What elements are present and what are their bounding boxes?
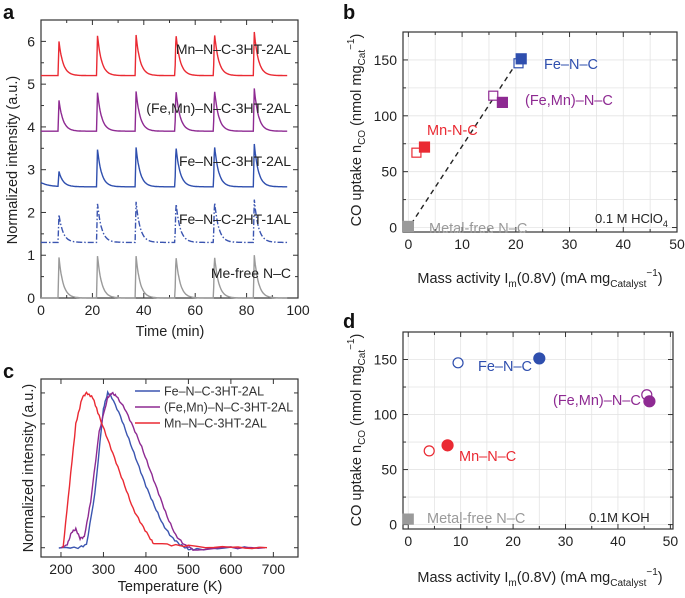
point-label: Fe–N–C — [478, 359, 532, 375]
condition-annotation: 0.1M KOH — [589, 510, 650, 525]
open-marker — [452, 357, 464, 369]
x-tick-label: 0 — [404, 236, 412, 252]
open-marker — [423, 445, 435, 457]
x-tick-label: 0 — [37, 302, 45, 318]
panel-a-ylabel: Normalized intensity (a.u.) — [5, 76, 21, 244]
x-tick-label: 600 — [219, 561, 243, 577]
panel-a-xlabel: Time (min) — [136, 324, 205, 340]
panel-letter-d: d — [343, 311, 355, 333]
legend-label: (Fe,Mn)–N–C-3HT-2AL — [164, 401, 293, 415]
point-label: Metal-free N–C — [429, 221, 527, 237]
x-tick-label: 80 — [239, 302, 255, 318]
x-tick-label: 30 — [562, 236, 578, 252]
series-label: Fe–N–C-2HT-1AL — [179, 211, 291, 227]
series-line — [40, 143, 288, 188]
series-line — [41, 31, 288, 77]
plot-frame — [40, 378, 299, 558]
legend-label: Mn–N–C-3HT-2AL — [164, 417, 267, 431]
panel-c-ylabel: Normalized intensity (a.u.) — [21, 384, 37, 552]
open-marker — [488, 90, 499, 101]
y-tick-label: 0 — [389, 517, 397, 533]
x-tick-label: 0 — [404, 533, 412, 549]
panel-c-xlabel: Temperature (K) — [118, 579, 223, 595]
x-tick-label: 500 — [177, 561, 201, 577]
filled-marker — [441, 439, 454, 452]
x-tick-label: 40 — [615, 236, 631, 252]
legend-label: Fe–N–C-3HT-2AL — [164, 385, 264, 399]
y-tick-label: 4 — [27, 119, 35, 135]
x-tick-label: 10 — [454, 236, 470, 252]
filled-marker — [402, 513, 414, 525]
x-tick-label: 100 — [286, 302, 310, 318]
x-tick-label: 200 — [49, 561, 73, 577]
x-tick-label: 20 — [508, 236, 524, 252]
y-tick-label: 150 — [374, 52, 398, 68]
y-tick-label: 5 — [27, 76, 35, 92]
series-line — [62, 391, 268, 550]
point-label: Fe–N–C — [544, 57, 598, 73]
point-label: (Fe,Mn)–N–C — [525, 93, 613, 109]
y-tick-label: 2 — [27, 204, 35, 220]
filled-marker — [418, 141, 431, 153]
series-line — [58, 389, 265, 551]
x-tick-label: 50 — [663, 533, 679, 549]
point-label: Mn-N-C — [427, 123, 478, 139]
plot-frame — [402, 31, 678, 233]
panel-b-ylabel: CO uptake nCO (nmol mgCat−1) — [346, 34, 368, 227]
panel-b-xlabel: Mass activity Im(0.8V) (mA mgCatalyst−1) — [417, 268, 662, 290]
x-tick-label: 20 — [505, 533, 521, 549]
filled-marker — [643, 395, 656, 408]
filled-marker — [515, 53, 527, 65]
condition-annotation: 0.1 M HClO4 — [595, 211, 668, 229]
series-line — [41, 199, 288, 244]
panel-letter-a: a — [3, 2, 15, 24]
series-line — [41, 88, 288, 132]
x-tick-label: 20 — [85, 302, 101, 318]
panel-c-chart: 200 300 400 500 600 700 Fe–N–C-3HT-2AL (Fe,Mn)–… — [40, 378, 299, 577]
panel-d-ylabel: CO uptake nCO (nmol mgCat−1) — [346, 334, 368, 527]
y-tick-label: 100 — [374, 407, 398, 423]
point-label: Mn–N–C — [459, 449, 516, 465]
y-tick-label: 0 — [27, 290, 35, 306]
y-tick-label: 100 — [374, 108, 398, 124]
fit-line — [410, 59, 520, 225]
y-tick-label: 0 — [389, 220, 397, 236]
panel-letter-b: b — [343, 2, 355, 24]
series-line — [60, 391, 265, 551]
y-tick-label: 50 — [381, 462, 397, 478]
x-tick-label: 10 — [453, 533, 469, 549]
panel-a-chart: 0 20 40 60 80 100 0 1 2 3 4 5 6 Me-free N–C Fe–N–C-2HT… — [27, 19, 310, 318]
series-label: Me-free N–C — [211, 265, 291, 281]
x-tick-label: 300 — [92, 561, 116, 577]
x-tick-label: 30 — [558, 533, 574, 549]
series-line — [41, 255, 288, 299]
point-label: Metal-free N–C — [427, 511, 525, 527]
x-tick-label: 40 — [136, 302, 152, 318]
y-tick-label: 150 — [374, 352, 398, 368]
y-tick-label: 3 — [27, 162, 35, 178]
x-tick-label: 700 — [262, 561, 286, 577]
filled-marker — [402, 220, 414, 233]
x-tick-label: 40 — [610, 533, 626, 549]
filled-marker — [533, 352, 546, 365]
point-label: (Fe,Mn)–N–C — [553, 393, 641, 409]
plot-frame — [402, 331, 674, 530]
y-tick-label: 1 — [27, 247, 35, 263]
series-label: Mn–N–C-3HT-2AL — [176, 41, 291, 57]
series-label: (Fe,Mn)–N–C-3HT-2AL — [146, 100, 291, 116]
y-tick-label: 50 — [381, 164, 397, 180]
filled-marker — [496, 96, 508, 108]
panel-letter-c: c — [3, 361, 14, 383]
x-tick-label: 400 — [134, 561, 158, 577]
series-label: Fe–N–C-3HT-2AL — [179, 153, 291, 169]
x-tick-label: 50 — [669, 236, 685, 252]
panel-b-chart: 0 10 20 30 40 50 0 50 100 150 Fe–N–C (Fe,Mn)–N–C Mn-… — [374, 31, 685, 252]
x-tick-label: 60 — [187, 302, 203, 318]
panel-d-chart: 0 10 20 30 40 50 0 50 100 150 Fe–N–C (Fe,Mn)–N–C Mn–… — [374, 331, 679, 549]
y-tick-label: 6 — [27, 33, 35, 49]
panel-d-xlabel: Mass activity Im(0.8V) (mA mgCatalyst−1) — [417, 567, 662, 589]
